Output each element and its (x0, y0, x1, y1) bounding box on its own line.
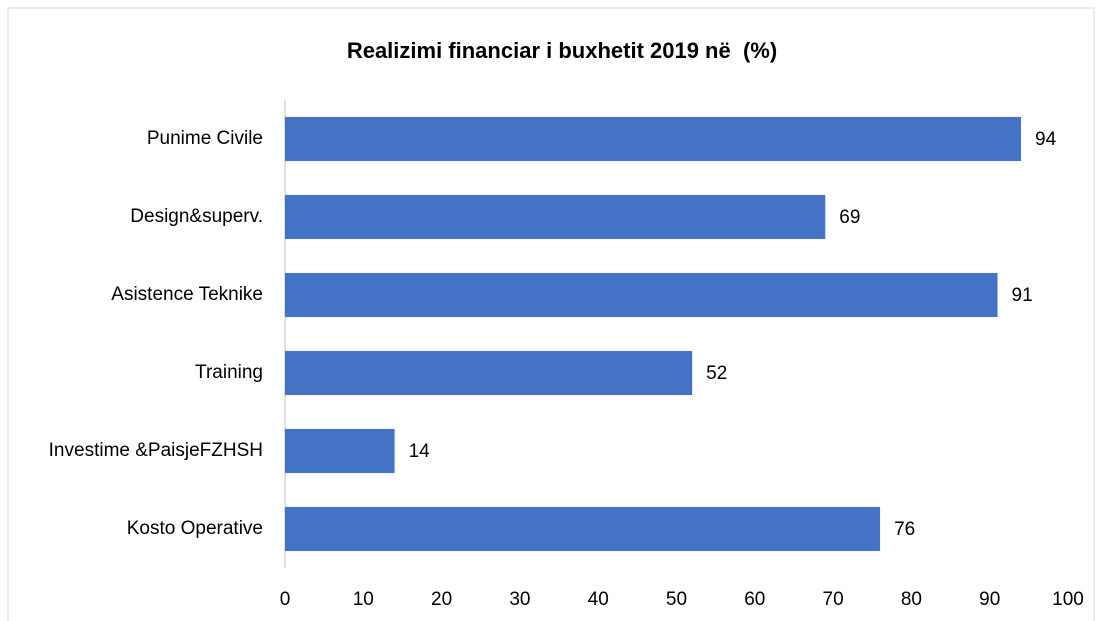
x-tick-label: 10 (353, 589, 374, 610)
data-label: 14 (409, 441, 431, 462)
chart-title: Realizimi financiar i buxhetit 2019 në (… (347, 38, 777, 63)
x-tick-label: 30 (509, 589, 530, 610)
bar (285, 506, 881, 552)
y-tick-label: Kosto Operative (127, 518, 263, 539)
x-tick-label: 50 (666, 589, 687, 610)
bar (285, 272, 998, 318)
bar (285, 194, 826, 240)
data-label: 52 (706, 363, 727, 384)
x-tick-label: 100 (1052, 589, 1084, 610)
y-tick-label: Design&superv. (130, 206, 263, 227)
x-tick-label: 80 (901, 589, 922, 610)
data-label: 76 (894, 519, 915, 540)
x-tick-label: 20 (431, 589, 452, 610)
x-tick-label: 40 (588, 589, 609, 610)
data-label: 91 (1012, 285, 1033, 306)
bar (285, 428, 395, 474)
x-tick-label: 70 (823, 589, 844, 610)
y-tick-label: Training (195, 362, 263, 383)
y-tick-label: Punime Civile (147, 128, 263, 149)
x-tick-label: 0 (280, 589, 291, 610)
data-label: 94 (1035, 129, 1057, 150)
y-tick-label: Asistence Teknike (111, 284, 263, 305)
y-tick-label: Investime &PaisjeFZHSH (49, 440, 263, 461)
bar (285, 350, 693, 396)
data-label: 69 (839, 207, 860, 228)
x-tick-label: 90 (979, 589, 1000, 610)
bar (285, 116, 1022, 162)
x-tick-label: 60 (744, 589, 765, 610)
